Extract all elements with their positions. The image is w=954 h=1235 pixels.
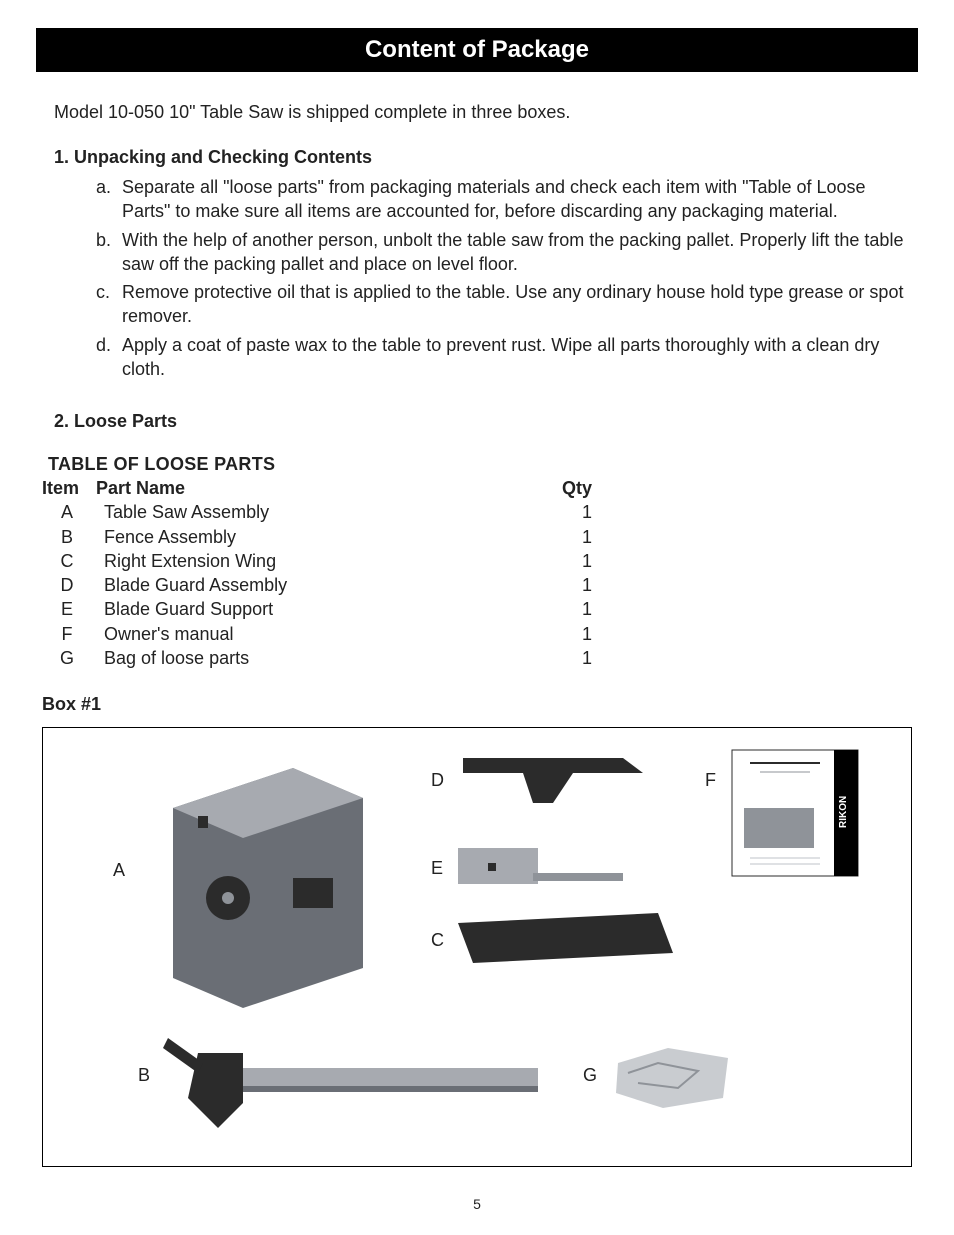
label-g: G	[583, 1063, 597, 1087]
cell-item: D	[42, 573, 92, 597]
cell-qty: 1	[532, 646, 592, 670]
label-e: E	[431, 856, 443, 880]
cell-item: B	[42, 525, 92, 549]
cell-name: Fence Assembly	[92, 525, 532, 549]
loose-parts-table: TABLE OF LOOSE PARTS Item Part Name Qty …	[42, 452, 918, 671]
cell-qty: 1	[532, 525, 592, 549]
svg-text:RIKON: RIKON	[838, 795, 849, 827]
cell-item: F	[42, 622, 92, 646]
blade-guard-icon	[453, 748, 653, 828]
step-text: With the help of another person, unbolt …	[122, 228, 918, 277]
cell-name: Blade Guard Assembly	[92, 573, 532, 597]
step-b: b.With the help of another person, unbol…	[96, 228, 918, 277]
header-item: Item	[42, 476, 92, 500]
fence-assembly-icon	[148, 1028, 548, 1138]
step-letter: b.	[96, 228, 122, 277]
table-row: GBag of loose parts1	[42, 646, 918, 670]
label-a: A	[113, 858, 125, 882]
cell-qty: 1	[532, 573, 592, 597]
table-title: TABLE OF LOOSE PARTS	[48, 452, 918, 476]
section2-heading: 2. Loose Parts	[54, 409, 918, 433]
step-c: c.Remove protective oil that is applied …	[96, 280, 918, 329]
owners-manual-icon: RIKON	[730, 748, 860, 878]
cell-qty: 1	[532, 622, 592, 646]
box-label: Box #1	[42, 692, 918, 716]
cell-name: Table Saw Assembly	[92, 500, 532, 524]
table-row: CRight Extension Wing1	[42, 549, 918, 573]
table-row: FOwner's manual1	[42, 622, 918, 646]
header-qty: Qty	[532, 476, 592, 500]
step-d: d.Apply a coat of paste wax to the table…	[96, 333, 918, 382]
cell-item: G	[42, 646, 92, 670]
table-row: DBlade Guard Assembly1	[42, 573, 918, 597]
cell-item: E	[42, 597, 92, 621]
title-bar: Content of Package	[36, 28, 918, 72]
label-c: C	[431, 928, 444, 952]
step-text: Separate all "loose parts" from packagin…	[122, 175, 918, 224]
table-row: BFence Assembly1	[42, 525, 918, 549]
cell-item: A	[42, 500, 92, 524]
cell-name: Owner's manual	[92, 622, 532, 646]
loose-parts-bag-icon	[608, 1043, 738, 1113]
table-header-row: Item Part Name Qty	[42, 476, 918, 500]
cell-name: Blade Guard Support	[92, 597, 532, 621]
cell-qty: 1	[532, 597, 592, 621]
intro-text: Model 10-050 10" Table Saw is shipped co…	[54, 100, 918, 124]
cell-qty: 1	[532, 549, 592, 573]
label-d: D	[431, 768, 444, 792]
cell-qty: 1	[532, 500, 592, 524]
page-number: 5	[36, 1195, 918, 1214]
step-a: a.Separate all "loose parts" from packag…	[96, 175, 918, 224]
step-letter: d.	[96, 333, 122, 382]
cell-item: C	[42, 549, 92, 573]
step-letter: c.	[96, 280, 122, 329]
blade-guard-support-icon	[453, 843, 633, 893]
step-text: Apply a coat of paste wax to the table t…	[122, 333, 918, 382]
box1-figure: A D E C RIKON F B G	[42, 727, 912, 1167]
unpacking-steps: a.Separate all "loose parts" from packag…	[96, 175, 918, 381]
section1-heading: 1. Unpacking and Checking Contents	[54, 145, 918, 169]
table-row: EBlade Guard Support1	[42, 597, 918, 621]
table-saw-icon	[143, 748, 373, 1008]
table-row: ATable Saw Assembly1	[42, 500, 918, 524]
cell-name: Bag of loose parts	[92, 646, 532, 670]
cell-name: Right Extension Wing	[92, 549, 532, 573]
step-letter: a.	[96, 175, 122, 224]
header-name: Part Name	[92, 476, 532, 500]
step-text: Remove protective oil that is applied to…	[122, 280, 918, 329]
label-b: B	[138, 1063, 150, 1087]
label-f: F	[705, 768, 716, 792]
extension-wing-icon	[448, 908, 678, 978]
